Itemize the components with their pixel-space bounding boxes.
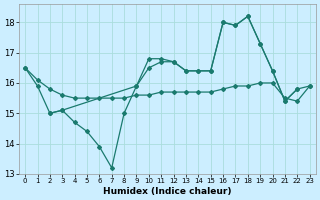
X-axis label: Humidex (Indice chaleur): Humidex (Indice chaleur) bbox=[103, 187, 232, 196]
